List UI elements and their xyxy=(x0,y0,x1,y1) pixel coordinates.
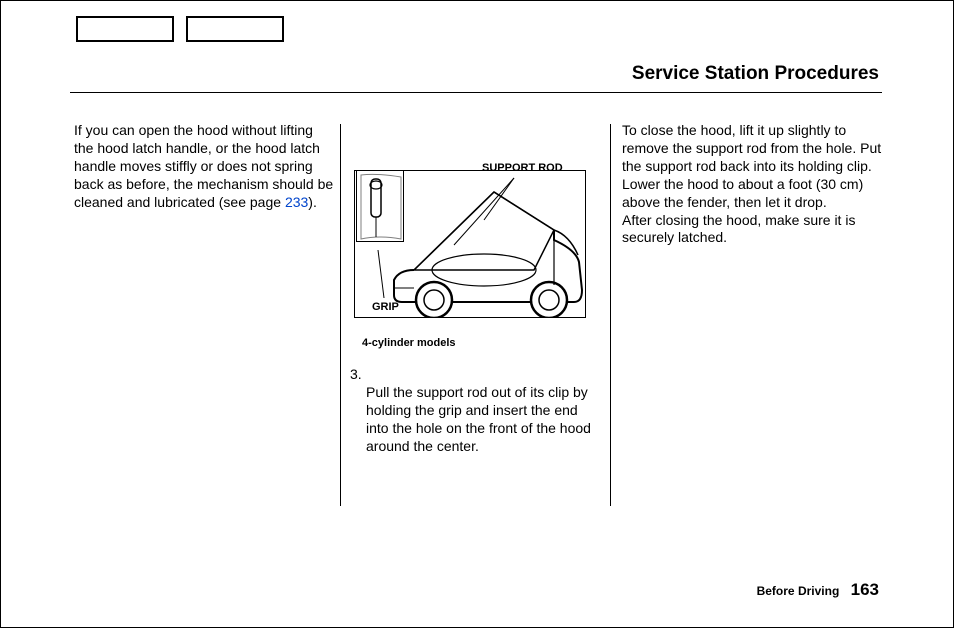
col3-paragraph: To close the hood, lift it up slightly t… xyxy=(622,122,882,247)
label-grip: GRIP xyxy=(372,301,399,313)
col1-paragraph: If you can open the hood without lifting… xyxy=(74,122,334,212)
nav-box-1[interactable] xyxy=(76,16,174,42)
col1-text-part2: ). xyxy=(308,194,317,210)
title-rule xyxy=(70,92,882,93)
figure-inset xyxy=(356,170,404,242)
column-1: If you can open the hood without lifting… xyxy=(74,122,334,212)
column-3: To close the hood, lift it up slightly t… xyxy=(622,122,882,247)
step-text: Pull the support rod out of its clip by … xyxy=(350,384,596,456)
label-model: 4-cylinder models xyxy=(362,337,456,349)
grip-detail-icon xyxy=(357,171,405,243)
footer-page-number: 163 xyxy=(843,580,879,599)
footer-section: Before Driving xyxy=(757,584,840,598)
page-footer: Before Driving 163 xyxy=(757,580,879,600)
nav-box-2[interactable] xyxy=(186,16,284,42)
page-title: Service Station Procedures xyxy=(632,63,879,85)
col-divider-2 xyxy=(610,124,611,506)
top-nav-boxes xyxy=(76,16,284,42)
page-ref-link[interactable]: 233 xyxy=(285,194,308,210)
col-divider-1 xyxy=(340,124,341,506)
step-number: 3. xyxy=(350,366,596,384)
step-3: 3. Pull the support rod out of its clip … xyxy=(350,366,596,456)
